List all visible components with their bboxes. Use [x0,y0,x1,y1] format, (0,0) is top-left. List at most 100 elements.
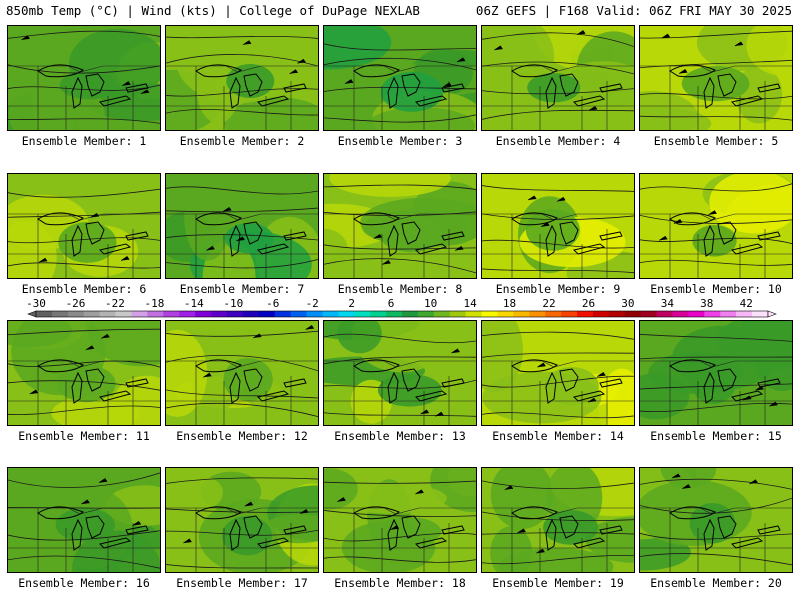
ensemble-member-map [481,25,635,131]
ensemble-member-label: Ensemble Member: 17 [176,576,308,590]
colorbar-tick-label: -2 [306,297,319,310]
ensemble-member-map [323,320,477,426]
colorbar-swatch [736,311,753,317]
ensemble-member-map [639,173,793,279]
colorbar-tick-label: -14 [184,297,204,310]
colorbar-swatch [115,311,132,317]
ensemble-member-map [165,25,319,131]
colorbar-tick-label: -6 [266,297,279,310]
ensemble-member-label: Ensemble Member: 14 [492,429,624,443]
ensemble-member-label: Ensemble Member: 3 [337,134,463,148]
ensemble-member-map [7,320,161,426]
ensemble-member-map [481,173,635,279]
colorbar-swatch [258,311,275,317]
colorbar-swatch [131,311,148,317]
colorbar-swatch [338,311,355,317]
ensemble-member-label: Ensemble Member: 11 [18,429,150,443]
ensemble-member-label: Ensemble Member: 4 [495,134,621,148]
ensemble-member-map [639,25,793,131]
colorbar-swatch [402,311,419,317]
colorbar-tick-label: 30 [621,297,634,310]
colorbar-swatch [656,311,673,317]
colorbar-swatch [386,311,403,317]
colorbar-swatch [561,311,578,317]
ensemble-member-map [7,25,161,131]
colorbar-tick-label: 22 [542,297,555,310]
ensemble-member-map [165,467,319,573]
colorbar-tick-label: -10 [223,297,243,310]
colorbar-swatch [417,311,435,317]
ensemble-member-label: Ensemble Member: 6 [21,282,147,296]
colorbar-tick-label: 10 [424,297,437,310]
ensemble-member-label: Ensemble Member: 9 [495,282,621,296]
ensemble-member-label: Ensemble Member: 5 [653,134,779,148]
ensemble-member-map [481,320,635,426]
ensemble-member-label: Ensemble Member: 8 [337,282,463,296]
colorbar-swatch [672,311,689,317]
colorbar-swatch [67,311,85,317]
colorbar-swatch [147,311,164,317]
ensemble-member-map [165,173,319,279]
colorbar-swatch [322,311,339,317]
colorbar-tick-label: 26 [582,297,595,310]
colorbar-swatch [370,311,387,317]
colorbar-swatch [433,311,451,317]
colorbar-swatch [36,311,53,317]
ensemble-member-label: Ensemble Member: 7 [179,282,305,296]
colorbar-right-arrow [767,310,777,318]
colorbar-swatch [99,311,116,317]
colorbar-swatch [195,311,212,317]
ensemble-member-label: Ensemble Member: 10 [650,282,782,296]
colorbar-left-arrow [27,310,37,318]
ensemble-member-label: Ensemble Member: 16 [18,576,150,590]
ensemble-member-label: Ensemble Member: 13 [334,429,466,443]
colorbar-swatch [449,311,466,317]
colorbar-swatch [497,311,514,317]
colorbar-swatch [752,311,769,317]
ensemble-member-label: Ensemble Member: 20 [650,576,782,590]
ensemble-member-map [639,467,793,573]
map-title: 850mb Temp (°C) | Wind (kts) | College o… [6,3,420,18]
colorbar-swatch [481,311,498,317]
colorbar-swatch [83,311,100,317]
colorbar-tick-label: 14 [463,297,477,310]
colorbar-swatch [226,311,244,317]
colorbar-swatch [163,311,180,317]
colorbar-swatch [465,311,482,317]
colorbar-tick-label: 42 [740,297,753,310]
ensemble-member-map [165,320,319,426]
colorbar-swatch [592,311,610,317]
ensemble-member-label: Ensemble Member: 2 [179,134,305,148]
ensemble-member-map [323,467,477,573]
ensemble-member-label: Ensemble Member: 15 [650,429,782,443]
colorbar-swatch [704,311,721,317]
colorbar-swatch [640,311,657,317]
ensemble-member-label: Ensemble Member: 18 [334,576,466,590]
colorbar-tick-label: 18 [503,297,516,310]
colorbar-swatch [720,311,737,317]
colorbar-tick-label: -26 [66,297,86,310]
colorbar-tick-label: 2 [348,297,355,310]
colorbar-swatch [354,311,371,317]
colorbar-tick-label: 38 [700,297,713,310]
colorbar-swatch [688,311,705,317]
colorbar-swatch [624,311,641,317]
colorbar-tick-label: -22 [105,297,125,310]
colorbar-swatch [545,311,562,317]
ensemble-member-label: Ensemble Member: 19 [492,576,624,590]
colorbar-tick-label: -30 [26,297,46,310]
colorbar-swatch [211,311,228,317]
colorbar-swatch [306,311,323,317]
colorbar-swatch [513,311,530,317]
ensemble-member-map [481,467,635,573]
colorbar-swatch [274,311,291,317]
colorbar-swatch [608,311,626,317]
colorbar-tick-label: 6 [388,297,395,310]
ensemble-member-map [7,467,161,573]
colorbar-tick-label: -18 [144,297,164,310]
colorbar-swatch [529,311,546,317]
colorbar-swatch [51,311,69,317]
ensemble-member-label: Ensemble Member: 1 [21,134,147,148]
ensemble-member-map [639,320,793,426]
ensemble-member-label: Ensemble Member: 12 [176,429,308,443]
